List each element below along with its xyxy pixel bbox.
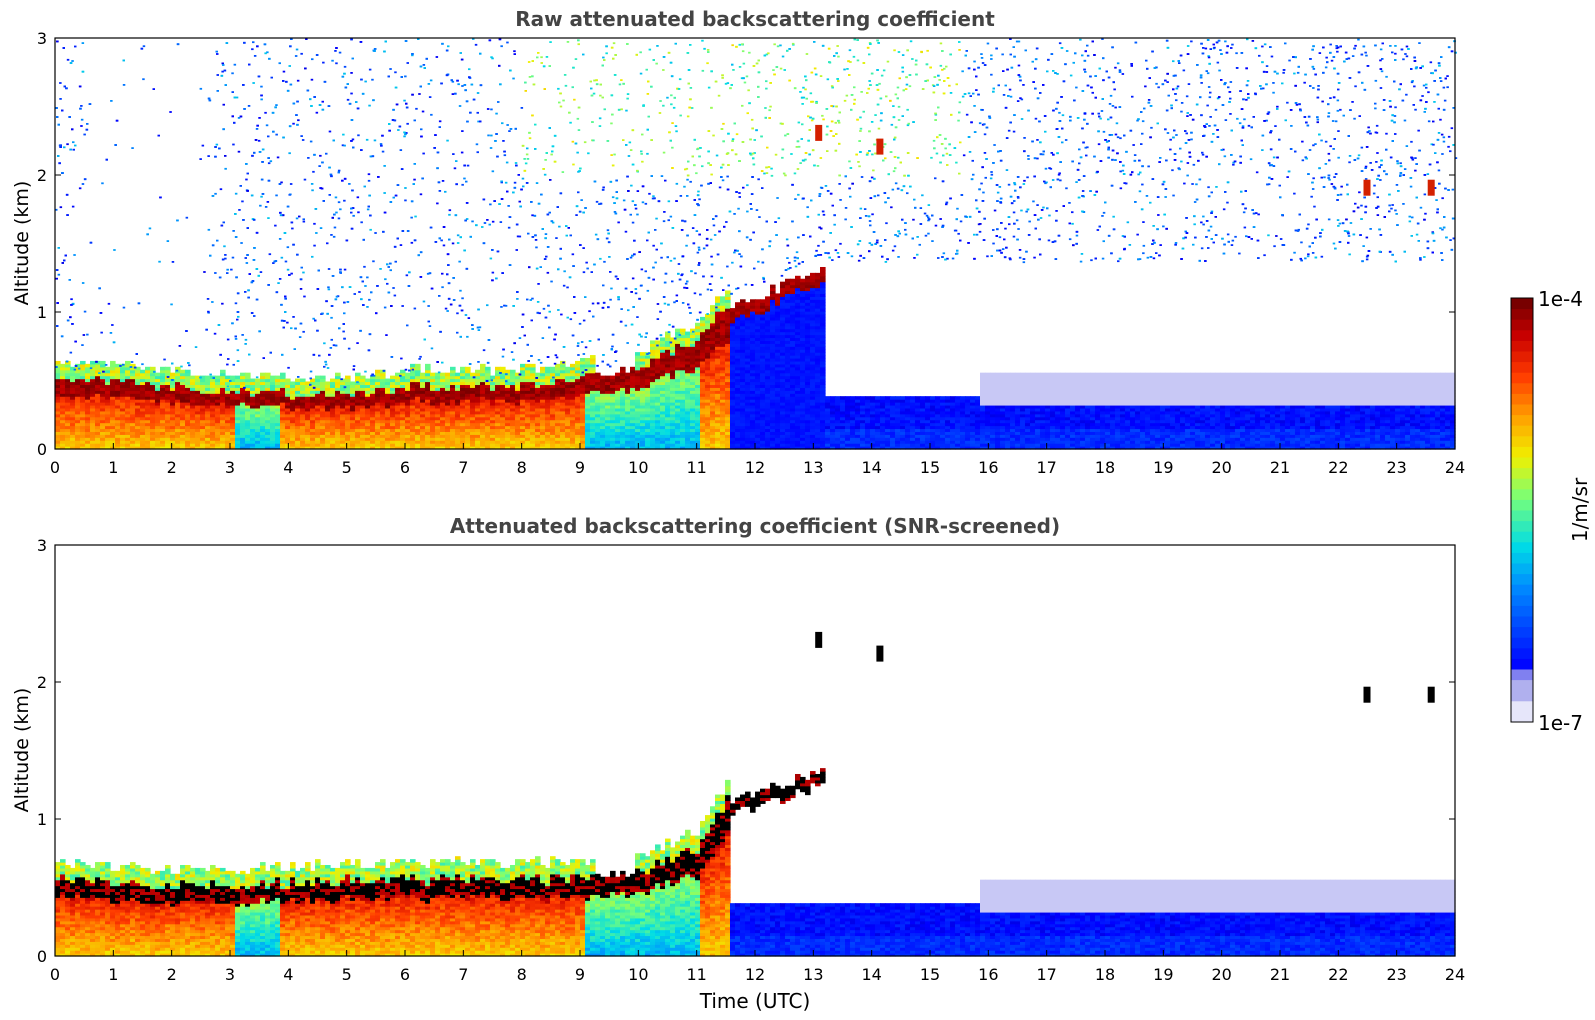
heatmap-cell [125, 361, 131, 365]
figure: Raw attenuated backscattering coefficien… [0, 0, 1595, 1020]
heatmap-cell [185, 370, 191, 374]
heatmap-cell [250, 379, 256, 383]
heatmap-cell [230, 376, 236, 380]
heatmap-cell [290, 381, 296, 385]
heatmap-cell [145, 367, 151, 371]
heatmap-cell [60, 364, 66, 368]
heatmap-cell [265, 373, 271, 377]
heatmap-cell [140, 370, 146, 374]
heatmap-cell [260, 373, 266, 377]
heatmap-cell [315, 376, 321, 380]
heatmap-cell [295, 379, 301, 383]
heatmap-cell [85, 364, 91, 368]
heatmap-cell [55, 361, 61, 365]
heatmap-cell [415, 364, 421, 368]
heatmap-cell [170, 373, 176, 377]
heatmap-cell [285, 379, 291, 383]
heatmap-cell [165, 367, 171, 371]
heatmap-cell [225, 376, 231, 380]
heatmap-cell [350, 381, 356, 385]
heatmap-cell [80, 361, 86, 365]
heatmap-cell [245, 373, 251, 377]
heatmap-cell [365, 379, 371, 383]
heatmap-cell [155, 373, 161, 377]
heatmap-cell [180, 370, 186, 374]
heatmap-cell [410, 364, 416, 368]
heatmap-cell [345, 376, 351, 380]
heatmap-cell [215, 376, 221, 380]
heatmap-cell [390, 376, 396, 380]
heatmap-cell [235, 376, 241, 380]
heatmap-cell [100, 361, 106, 365]
heatmap-cell [150, 367, 156, 371]
heatmap-cell [190, 376, 196, 380]
heatmap-cell [270, 376, 276, 380]
heatmap-cell [255, 379, 261, 383]
heatmap-cell [300, 379, 306, 383]
heatmap-cell [325, 381, 331, 385]
heatmap-cell [330, 379, 336, 383]
panel-title: Raw attenuated backscattering coefficien… [515, 7, 995, 31]
heatmap-cell [335, 373, 341, 377]
heatmap-cell [280, 373, 286, 377]
heatmap-cell [90, 361, 96, 365]
heatmap-cell [105, 367, 111, 371]
heatmap-cell [205, 376, 211, 380]
heatmap-cell [220, 370, 226, 374]
heatmap-cell [385, 379, 391, 383]
heatmap-cell [275, 376, 281, 380]
heatmap-cell [110, 361, 116, 365]
heatmap-cell [160, 367, 166, 371]
heatmap-cell [405, 373, 411, 377]
y-axis-label: Altitude (km) [11, 181, 33, 306]
heatmap-cell [240, 373, 246, 377]
raw-backscatter-panel: Raw attenuated backscattering coefficien… [11, 7, 1465, 477]
heatmap-cell [375, 370, 381, 374]
heatmap-cell [360, 376, 366, 380]
heatmap-cell [320, 376, 326, 380]
heatmap-cell [355, 373, 361, 377]
heatmap-area [55, 38, 1457, 450]
